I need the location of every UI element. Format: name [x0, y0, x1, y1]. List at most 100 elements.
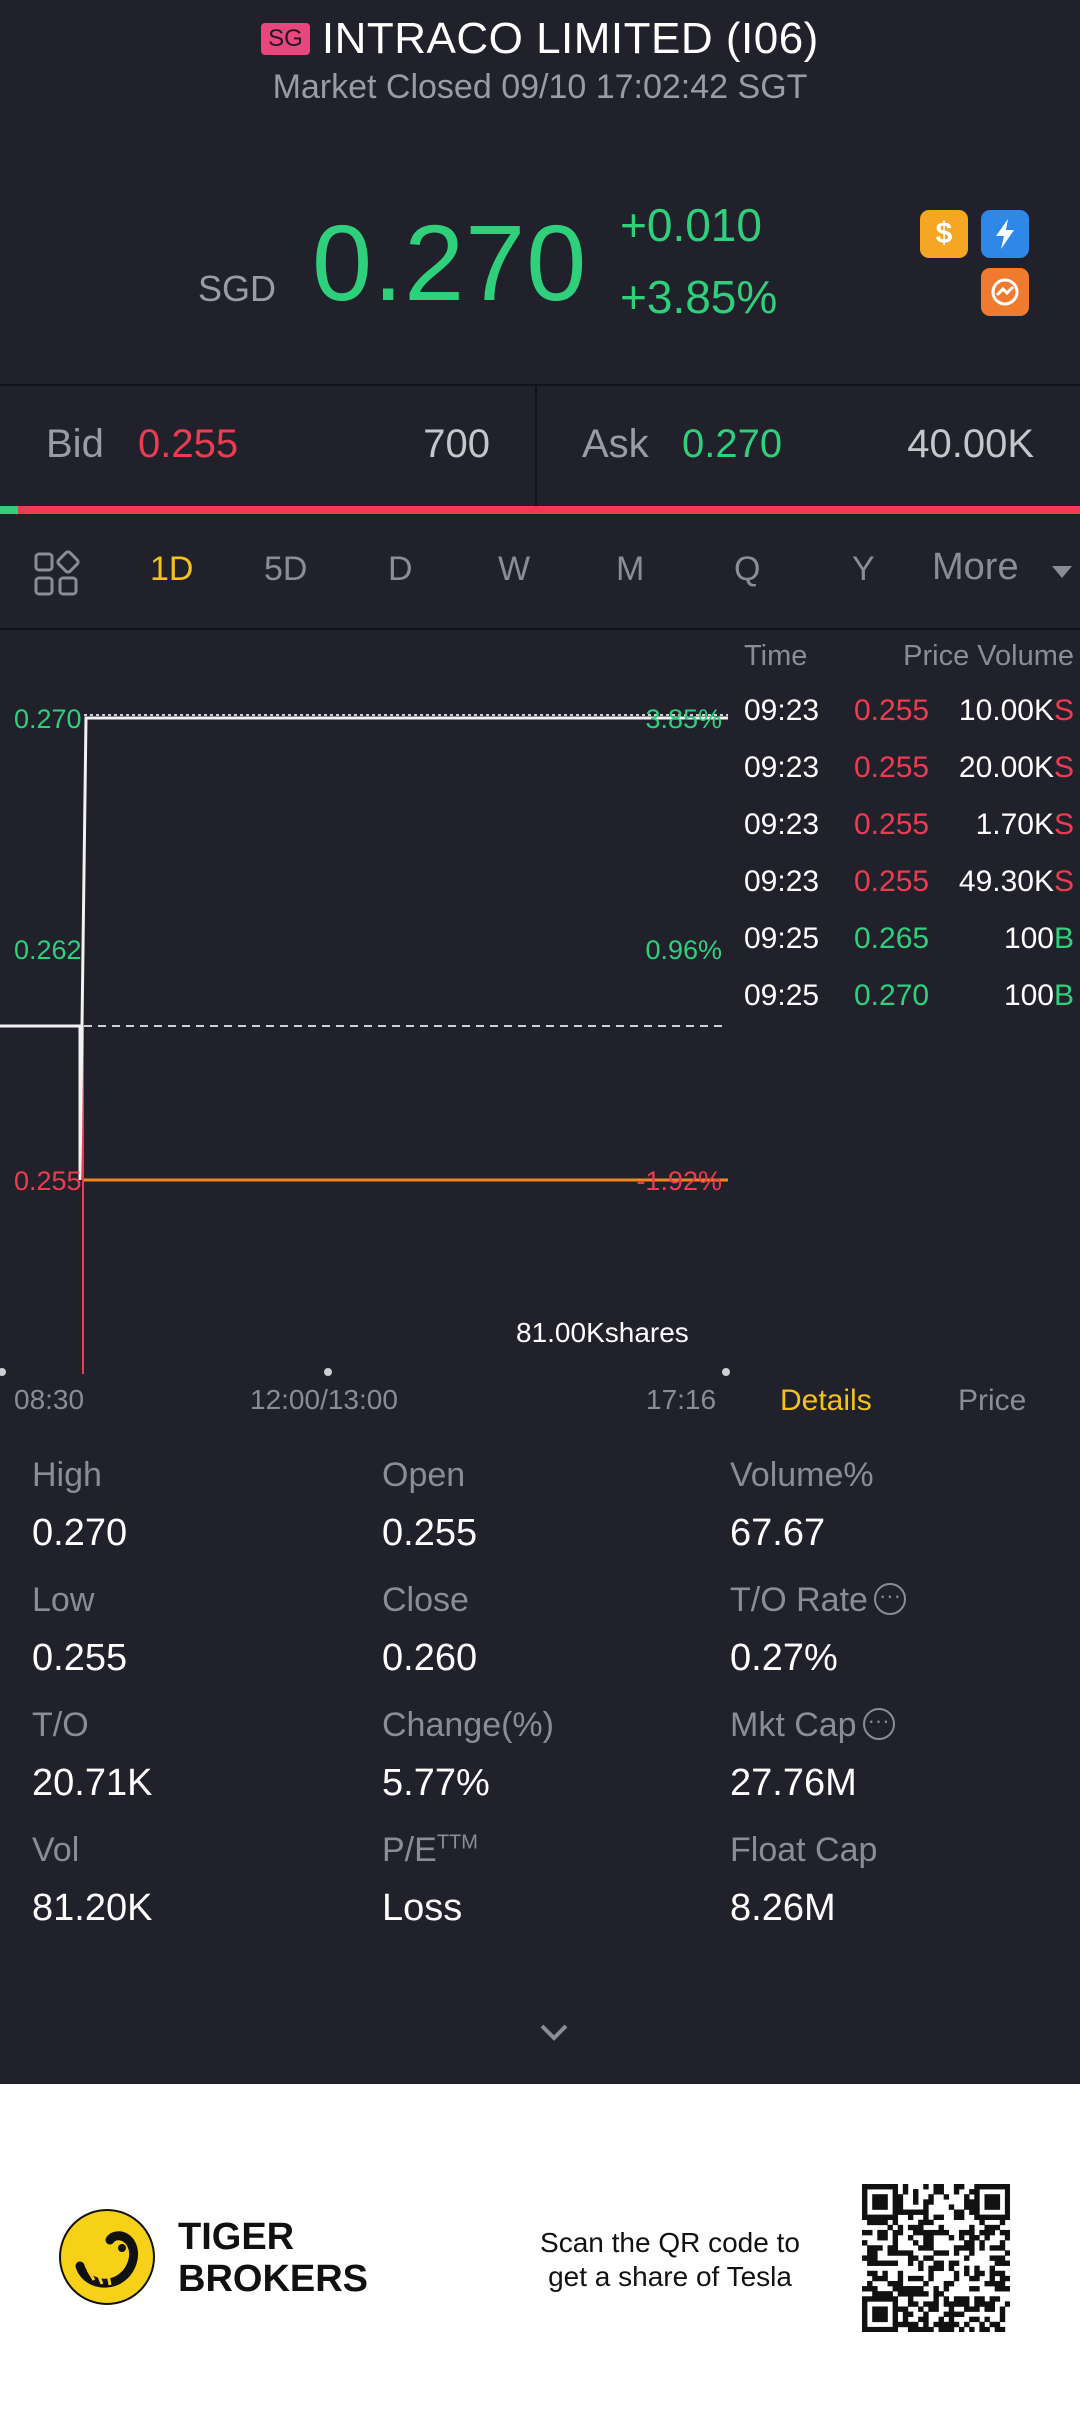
grid-icon[interactable] — [32, 550, 80, 598]
qr-module — [862, 2214, 868, 2221]
qr-module — [999, 2214, 1006, 2221]
qr-module — [918, 2306, 924, 2312]
qr-module — [989, 2204, 995, 2210]
brand-line-1: TIGER — [178, 2216, 295, 2258]
stat-label-high: High — [32, 1456, 102, 1494]
qr-module — [953, 2301, 960, 2307]
qr-module — [974, 2301, 980, 2307]
qr-module — [867, 2326, 873, 2332]
qr-module — [974, 2214, 980, 2221]
qr-module — [897, 2204, 904, 2210]
qr-module — [897, 2306, 904, 2312]
qr-module — [989, 2275, 995, 2282]
tab-more[interactable]: More — [932, 546, 1019, 588]
trade-side: S — [1053, 808, 1074, 841]
qr-module — [943, 2311, 950, 2317]
qr-module — [974, 2184, 980, 2190]
pe-superscript: TTM — [436, 1831, 478, 1854]
qr-module — [938, 2229, 944, 2236]
qr-module — [892, 2321, 899, 2328]
qr-module — [892, 2296, 899, 2302]
qr-module — [867, 2245, 873, 2251]
qr-module — [979, 2214, 985, 2221]
qr-module — [928, 2301, 934, 2307]
qr-module — [989, 2184, 995, 2190]
dollar-icon[interactable]: $ — [920, 210, 968, 258]
trade-volume: 20.00K — [958, 751, 1054, 784]
qr-module — [877, 2184, 883, 2190]
chevron-down-icon[interactable] — [1052, 566, 1072, 578]
qr-module — [989, 2194, 995, 2200]
trade-row: 09:25 0.270 100 B — [744, 979, 1074, 1023]
qr-module — [969, 2275, 975, 2282]
qr-module — [969, 2326, 975, 2332]
tab-year[interactable]: Y — [852, 550, 875, 588]
flash-icon[interactable] — [981, 210, 1029, 258]
qr-module — [989, 2296, 995, 2302]
tab-price[interactable]: Price — [958, 1384, 1027, 1417]
trade-row: 09:25 0.265 100 B — [744, 922, 1074, 966]
tab-quarter[interactable]: Q — [734, 550, 761, 588]
qr-module — [902, 2189, 909, 2195]
qr-module — [913, 2240, 919, 2246]
stat-value-mkt-cap: 27.76M — [730, 1762, 857, 1804]
qr-module — [948, 2306, 955, 2312]
tab-details[interactable]: Details — [780, 1384, 872, 1417]
qr-module — [887, 2280, 893, 2287]
qr-module — [933, 2321, 939, 2328]
swap-icon[interactable] — [981, 268, 1029, 316]
qr-module — [964, 2321, 970, 2328]
qr-module — [979, 2301, 985, 2307]
qr-module — [913, 2229, 919, 2236]
qr-module — [953, 2311, 960, 2317]
qr-module — [907, 2301, 914, 2307]
qr-module — [979, 2270, 985, 2277]
qr-module — [887, 2184, 893, 2190]
trades-header-price-volume: Price Volume — [903, 640, 1074, 672]
more-info-icon[interactable]: ··· — [862, 1708, 895, 1741]
qr-module — [907, 2275, 914, 2282]
qr-module — [902, 2321, 909, 2328]
qr-module — [964, 2240, 970, 2246]
qr-module — [958, 2229, 965, 2236]
market-badge: SG — [261, 23, 310, 55]
qr-module — [862, 2209, 868, 2215]
qr-module — [989, 2224, 995, 2231]
qr-module — [862, 2255, 868, 2261]
qr-module — [913, 2291, 919, 2297]
qr-module — [1004, 2260, 1010, 2266]
qr-module — [974, 2235, 980, 2241]
tab-month[interactable]: M — [616, 550, 645, 588]
tab-5d[interactable]: 5D — [264, 550, 308, 588]
scan-line-1: Scan the QR code to — [540, 2227, 800, 2258]
qr-module — [953, 2184, 960, 2190]
trade-side: B — [1053, 922, 1074, 955]
tab-week[interactable]: W — [498, 550, 531, 588]
trade-volume: 49.30K — [958, 865, 1054, 898]
tab-day[interactable]: D — [388, 550, 413, 588]
qr-module — [969, 2286, 975, 2292]
qr-module — [953, 2209, 960, 2215]
trade-time: 09:23 — [744, 751, 820, 784]
tab-1d[interactable]: 1D — [150, 550, 194, 588]
qr-module — [999, 2240, 1006, 2246]
qr-module — [907, 2296, 914, 2302]
chevron-down-icon[interactable] — [534, 2020, 574, 2044]
intraday-chart[interactable]: 0.270 3.85% 0.262 0.96% 0.255 -1.92% — [0, 634, 730, 1404]
qr-module — [872, 2214, 878, 2221]
stat-value-turnover: 20.71K — [32, 1762, 153, 1804]
last-price: 0.270 — [312, 202, 588, 323]
qr-module — [969, 2209, 975, 2215]
qr-module — [969, 2229, 975, 2236]
qr-module — [913, 2209, 919, 2215]
qr-module — [872, 2286, 878, 2292]
qr-module — [918, 2326, 924, 2332]
qr-module — [943, 2286, 950, 2292]
stat-label-vol: Vol — [32, 1831, 80, 1869]
period-tabs — [0, 514, 1080, 630]
more-info-icon[interactable]: ··· — [873, 1583, 906, 1616]
qr-module — [938, 2214, 944, 2221]
qr-module — [907, 2224, 914, 2231]
scan-line-2: get a share of Tesla — [548, 2261, 792, 2292]
qr-module — [928, 2255, 934, 2261]
